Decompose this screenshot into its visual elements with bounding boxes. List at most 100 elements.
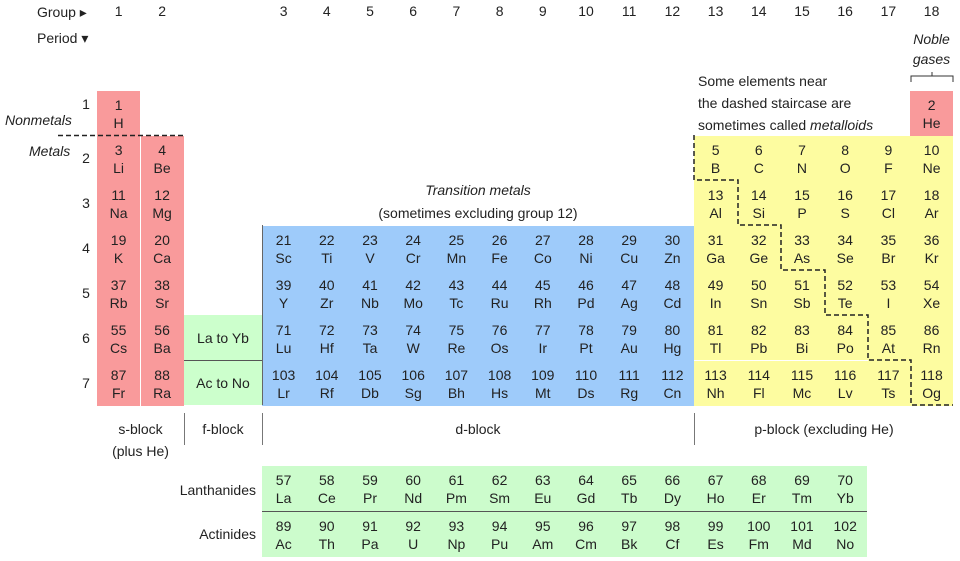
element-tl: 81 Tl <box>694 316 738 361</box>
block-separator <box>694 413 695 445</box>
element-ta: 73 Ta <box>348 316 392 361</box>
group-header-label: Group ▸ <box>37 4 87 20</box>
element-symbol: Tb <box>621 490 638 506</box>
atomic-number: 21 <box>275 232 292 248</box>
element-pm: 61 Pm <box>434 466 478 511</box>
element-co: 27 Co <box>521 226 565 271</box>
atomic-number: 42 <box>405 277 421 293</box>
element-bk: 97 Bk <box>607 512 651 557</box>
element-te: 52 Te <box>823 271 867 316</box>
element-he: 2 He <box>910 91 954 136</box>
atomic-number: 76 <box>491 322 508 338</box>
element-symbol: Kr <box>924 250 939 266</box>
element-u: 92 U <box>391 512 435 557</box>
element-ru: 44 Ru <box>478 271 522 316</box>
period-number: 2 <box>82 150 90 166</box>
element-no: 102 No <box>823 512 867 557</box>
element-symbol: Ti <box>321 250 333 266</box>
element-la: 57 La <box>262 466 306 511</box>
atomic-number: 81 <box>707 322 724 338</box>
metalloids-note-3a: sometimes called <box>698 117 811 133</box>
element-symbol: Nh <box>706 385 725 401</box>
f-block-row6-label: La to Yb <box>197 329 249 346</box>
element-kr: 36 Kr <box>910 226 954 271</box>
element-be: 4 Be <box>140 136 184 181</box>
element-symbol: Se <box>836 250 854 266</box>
element-zr: 40 Zr <box>305 271 349 316</box>
element-dy: 66 Dy <box>650 466 694 511</box>
group-number: 11 <box>621 3 637 19</box>
atomic-number: 54 <box>923 277 940 293</box>
atomic-number: 38 <box>154 277 170 293</box>
element-tc: 43 Tc <box>434 271 478 316</box>
atomic-number: 62 <box>491 472 508 488</box>
element-symbol: Db <box>361 385 379 401</box>
atomic-number: 53 <box>880 277 897 293</box>
element-cm: 96 Cm <box>564 512 608 557</box>
element-symbol: Po <box>836 340 854 356</box>
element-ts: 117 Ts <box>866 361 910 406</box>
element-symbol: Rg <box>620 385 639 401</box>
atomic-number: 80 <box>664 322 681 338</box>
element-mc: 115 Mc <box>780 361 824 406</box>
element-symbol: Yb <box>836 490 854 506</box>
group-number: 15 <box>794 3 810 19</box>
atomic-number: 105 <box>358 367 382 383</box>
metals-label: Metals <box>29 143 71 159</box>
atomic-number: 57 <box>275 472 292 488</box>
element-tb: 65 Tb <box>607 466 651 511</box>
atomic-number: 86 <box>923 322 940 338</box>
atomic-number: 39 <box>275 277 292 293</box>
group-number: 1 <box>114 3 123 19</box>
atomic-number: 30 <box>664 232 681 248</box>
atomic-number: 88 <box>154 367 170 383</box>
element-symbol: Pm <box>445 490 467 506</box>
element-hf: 72 Hf <box>305 316 349 361</box>
element-po: 84 Po <box>823 316 867 361</box>
element-zn: 30 Zn <box>650 226 694 271</box>
element-rh: 45 Rh <box>521 271 565 316</box>
atomic-number: 34 <box>837 232 853 248</box>
element-symbol: Lv <box>837 385 853 401</box>
element-symbol: Pa <box>361 536 379 552</box>
element-br: 35 Br <box>866 226 910 271</box>
group-number: 16 <box>837 3 853 19</box>
d-block-label: d-block <box>455 421 501 437</box>
atomic-number: 24 <box>405 232 421 248</box>
atomic-number: 84 <box>837 322 853 338</box>
period-header-label: Period ▾ <box>37 30 89 46</box>
atomic-number: 52 <box>837 277 853 293</box>
element-symbol: N <box>796 160 808 176</box>
element-symbol: Zn <box>664 250 681 266</box>
nonmetals-label: Nonmetals <box>5 112 72 128</box>
element-ag: 47 Ag <box>607 271 651 316</box>
element-symbol: Mc <box>792 385 812 401</box>
element-au: 79 Au <box>607 316 651 361</box>
element-symbol: Nd <box>404 490 423 506</box>
element-symbol: Tl <box>709 340 722 356</box>
group-number: 9 <box>538 3 547 19</box>
f-series-divider <box>262 511 867 512</box>
element-symbol: Al <box>709 205 722 221</box>
atomic-number: 58 <box>318 472 335 488</box>
element-symbol: Lu <box>275 340 292 356</box>
lanthanides-label: Lanthanides <box>179 482 256 498</box>
block-separator <box>262 413 263 445</box>
element-bi: 83 Bi <box>780 316 824 361</box>
element-in: 49 In <box>694 271 738 316</box>
atomic-number: 75 <box>448 322 465 338</box>
element-er: 68 Er <box>737 466 781 511</box>
element-symbol: Fl <box>752 385 765 401</box>
element-symbol: Pr <box>362 490 377 506</box>
atomic-number: 33 <box>794 232 810 248</box>
element-symbol: Eu <box>534 490 552 506</box>
metalloids-note-2: the dashed staircase are <box>698 95 852 111</box>
element-se: 34 Se <box>823 226 867 271</box>
element-cl: 17 Cl <box>866 181 910 226</box>
atomic-number: 108 <box>487 367 512 383</box>
element-symbol: Lr <box>277 385 290 401</box>
element-mg: 12 Mg <box>140 181 184 226</box>
element-og: 118 Og <box>910 361 954 406</box>
element-lv: 116 Lv <box>823 361 867 406</box>
